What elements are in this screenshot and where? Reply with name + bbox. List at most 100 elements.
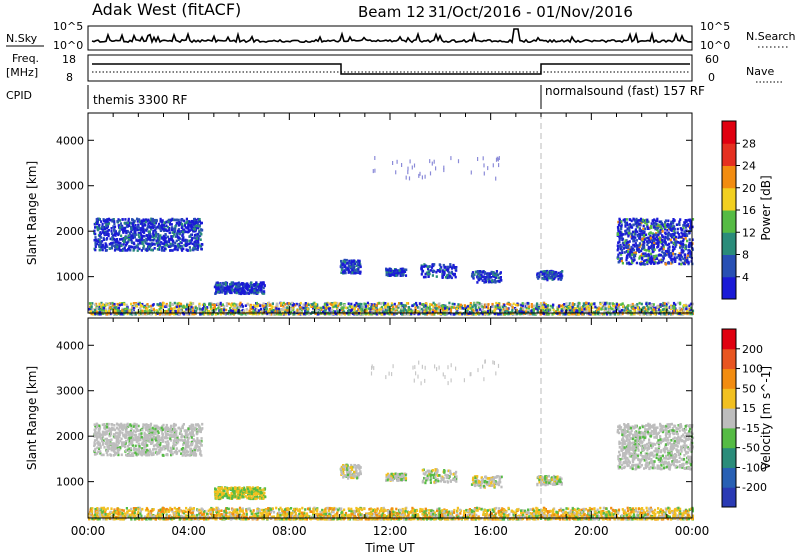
echo-cell: [218, 285, 221, 288]
echo-cell: [119, 241, 122, 245]
echo-cell: [193, 244, 196, 247]
echo-cell: [259, 309, 262, 313]
echo-cell: [356, 270, 359, 273]
echo-cell: [481, 270, 484, 274]
echo-cell: [210, 301, 213, 305]
echo-cell: [400, 304, 403, 307]
echo-cell: [243, 289, 246, 293]
echo-cell: [124, 218, 127, 221]
echo-cell: [128, 245, 131, 248]
echo-cell: [351, 271, 354, 274]
echo-cell: [413, 303, 416, 306]
echo-cell: [144, 223, 147, 227]
echo-cell: [181, 218, 184, 222]
echo-cell: [525, 304, 529, 308]
echo-cell: [100, 220, 103, 223]
echo-cell: [389, 269, 392, 273]
echo-cell: [219, 303, 222, 307]
echo-cell: [115, 232, 118, 235]
echo-cell: [650, 245, 653, 248]
echo-cell: [169, 304, 172, 307]
echo-cell: [546, 274, 549, 278]
echo-cell: [192, 230, 196, 233]
echo-cell: [663, 305, 666, 308]
echo-cell: [643, 230, 646, 234]
echo-cell: [146, 242, 149, 245]
echo-cell: [580, 308, 583, 311]
echo-cell: [267, 310, 270, 313]
echo-cell: [636, 249, 639, 252]
echo-cell: [435, 275, 438, 278]
echo-cell: [222, 289, 225, 292]
echo-cell: [111, 234, 114, 237]
echo-cell: [612, 304, 615, 308]
echo-cell: [384, 306, 387, 309]
echo-cell: [132, 302, 135, 305]
echo-cell: [571, 311, 575, 314]
echo-cell: [171, 217, 174, 221]
echo-cell: [241, 282, 244, 285]
echo-cell: [167, 238, 171, 241]
echo-cell: [161, 308, 164, 311]
echo-cell: [107, 234, 110, 238]
echo-cell: [246, 283, 249, 287]
echo-cell: [659, 228, 662, 232]
echo-cell: [221, 291, 224, 294]
echo-cell: [594, 305, 597, 309]
echo-cell: [312, 306, 315, 310]
echo-cell: [543, 277, 546, 281]
echo-cell: [535, 307, 538, 310]
echo-cell: [253, 283, 256, 286]
echo-cell: [431, 274, 434, 277]
echo-cell: [457, 312, 460, 316]
echo-cell: [223, 304, 226, 308]
echo-cell: [392, 312, 395, 316]
echo-cell: [636, 303, 639, 306]
echo-cell: [230, 291, 233, 295]
echo-cell: [683, 234, 687, 238]
echo-cell: [420, 273, 423, 276]
echo-cell: [264, 303, 267, 306]
echo-cell: [164, 247, 167, 250]
echo-cell: [351, 268, 354, 272]
echo-cell: [382, 301, 385, 305]
echo-cell: [443, 273, 446, 276]
echo-cell: [566, 308, 569, 312]
echo-cell: [541, 305, 544, 309]
echo-cell: [196, 246, 200, 250]
echo-cell: [663, 302, 666, 305]
echo-cell: [626, 256, 629, 259]
echo-cell: [642, 227, 645, 231]
echo-cell: [516, 303, 519, 307]
echo-cell: [261, 291, 264, 294]
echo-cell: [392, 273, 395, 277]
echo-cell: [206, 306, 209, 309]
echo-cell: [443, 271, 446, 274]
echo-cell: [236, 286, 240, 289]
echo-cell: [634, 220, 637, 223]
echo-cell: [684, 256, 687, 259]
echo-cell: [552, 312, 555, 316]
echo-cell: [653, 306, 656, 310]
echo-cell: [620, 220, 623, 223]
echo-cell: [166, 235, 170, 239]
echo-cell: [420, 265, 423, 269]
echo-cell: [174, 225, 177, 228]
echo-cell: [122, 310, 125, 314]
echo-cell: [505, 309, 508, 312]
date-range: 31/Oct/2016 - 01/Nov/2016: [428, 3, 633, 21]
echo-cell: [502, 308, 506, 311]
echo-cell: [177, 238, 180, 241]
echo-cell: [234, 309, 237, 313]
echo-cell: [428, 265, 431, 268]
echo-cell: [686, 309, 689, 312]
echo-cell: [506, 307, 509, 311]
echo-cell: [640, 249, 643, 253]
echo-cell: [504, 307, 507, 310]
echo-cell: [683, 221, 686, 224]
echo-cell: [193, 240, 196, 244]
echo-cell: [136, 228, 139, 232]
echo-cell: [583, 309, 586, 313]
echo-cell: [386, 271, 389, 275]
